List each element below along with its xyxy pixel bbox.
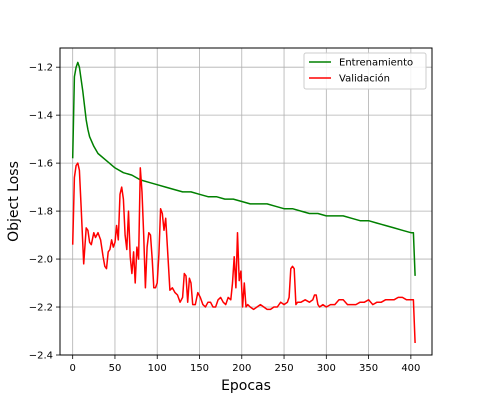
x-tick-label: 200 <box>232 363 251 374</box>
x-tick-label: 0 <box>69 363 75 374</box>
y-tick-label: −1.6 <box>29 159 53 170</box>
y-tick-label: −2.0 <box>29 255 53 266</box>
legend-label-entrenamiento: Entrenamiento <box>339 58 413 69</box>
plot-frame <box>59 47 433 356</box>
x-tick-label: 350 <box>359 363 378 374</box>
y-axis: −2.4 −2.2 −2.0 −1.8 −1.6 −1.4 −1.2 <box>29 63 60 362</box>
x-tick-label: 150 <box>190 363 209 374</box>
series-line-validacion <box>71 162 416 344</box>
grid <box>60 48 432 356</box>
x-tick-label: 400 <box>401 363 420 374</box>
y-tick-label: −1.8 <box>29 207 53 218</box>
x-tick-label: 100 <box>148 363 167 374</box>
y-tick-label: −2.4 <box>29 351 53 362</box>
y-tick-label: −1.2 <box>29 63 53 74</box>
x-axis-label: Epocas <box>221 378 271 394</box>
series-group <box>71 61 416 344</box>
y-axis-label: Object Loss <box>6 161 22 242</box>
x-tick-label: 250 <box>274 363 293 374</box>
x-axis: 0 50 100 150 200 250 300 350 400 <box>69 355 420 374</box>
legend-label-validacion: Validación <box>339 73 390 85</box>
legend: Entrenamiento Validación <box>303 52 427 90</box>
legend-box <box>303 52 427 90</box>
x-tick-label: 300 <box>317 363 336 374</box>
y-tick-label: −2.2 <box>29 303 53 314</box>
x-tick-label: 50 <box>109 363 122 374</box>
y-tick-label: −1.4 <box>29 111 53 122</box>
series-line-entrenamiento <box>71 61 416 276</box>
